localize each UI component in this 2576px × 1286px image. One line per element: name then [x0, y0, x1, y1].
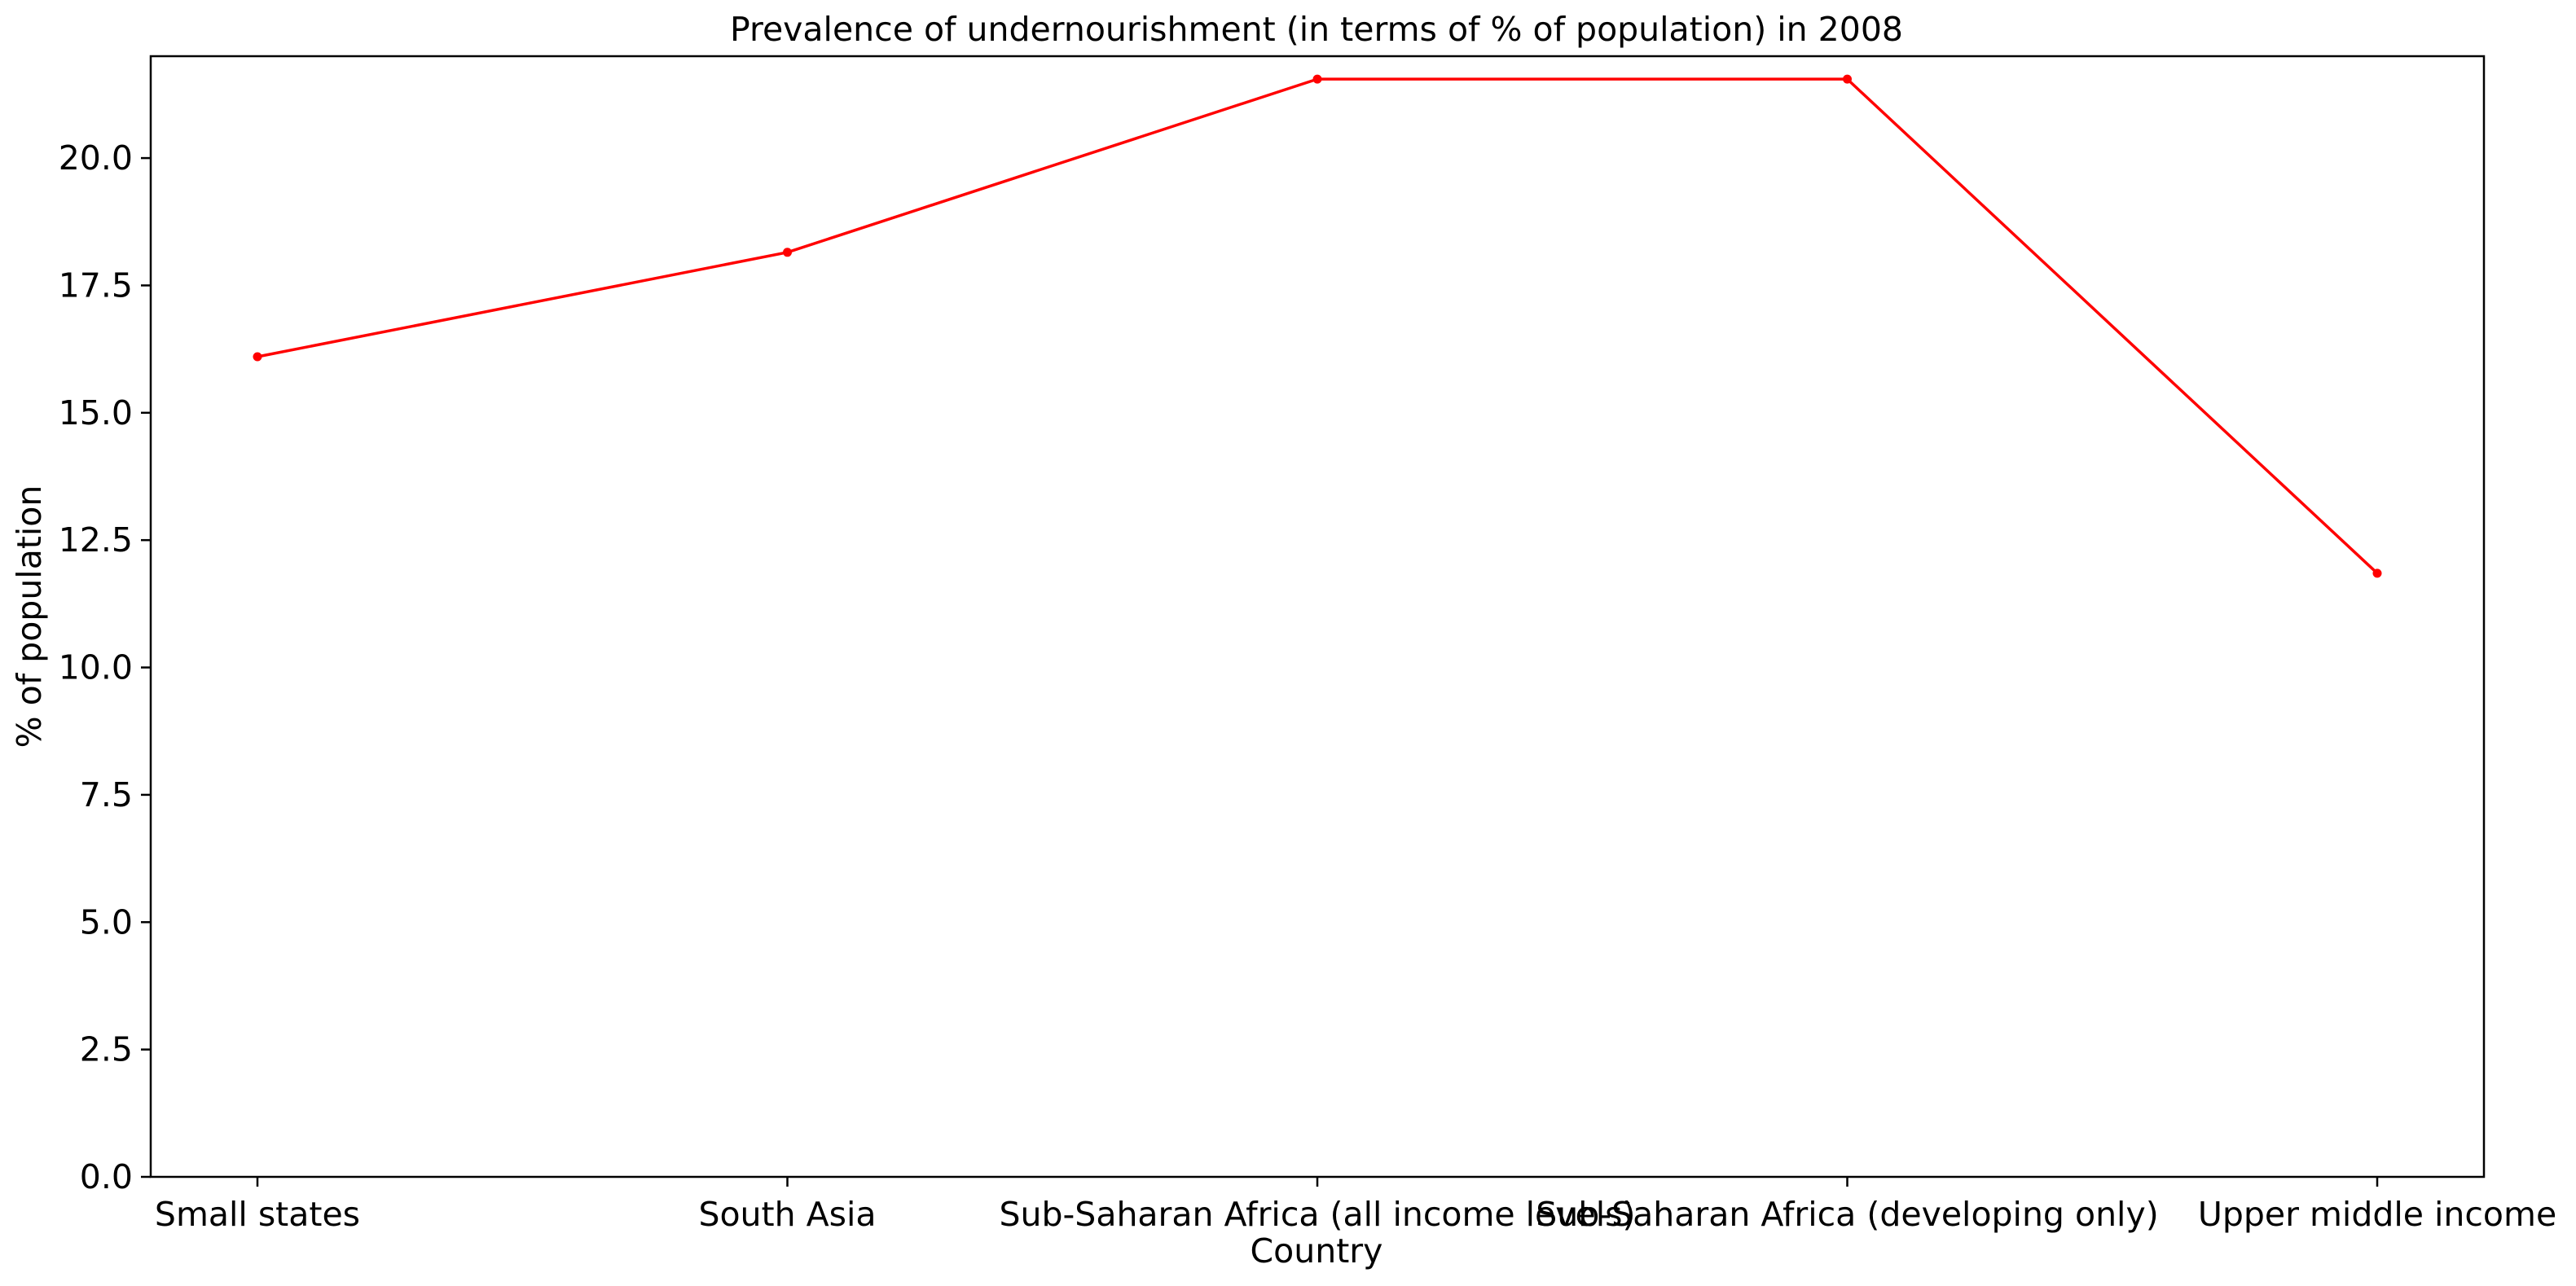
x-tick-label: Upper middle income	[2198, 1195, 2556, 1234]
x-axis: Small states South Asia Sub-Saharan Africa…	[155, 1177, 2556, 1234]
plot-area	[253, 74, 2382, 578]
chart-title: Prevalence of undernourishment (in terms…	[730, 10, 1903, 49]
y-tick-label: 7.5	[80, 775, 133, 814]
data-point	[1843, 74, 1852, 84]
y-tick-label: 12.5	[59, 520, 133, 560]
y-tick-label: 5.0	[80, 902, 133, 941]
y-axis: 0.0 2.5 5.0 7.5 10.0 12.5 15.0 17.5 20.0	[59, 138, 151, 1196]
data-point	[1312, 74, 1322, 84]
y-tick-label: 15.0	[59, 393, 133, 432]
data-point	[783, 248, 792, 257]
y-tick-label: 17.5	[59, 266, 133, 305]
x-tick-label: Sub-Saharan Africa (all income levels)	[999, 1195, 1635, 1234]
y-tick-label: 2.5	[80, 1030, 133, 1069]
y-tick-label: 10.0	[59, 648, 133, 687]
data-point	[2372, 568, 2382, 578]
x-tick-label: Small states	[155, 1195, 360, 1234]
x-tick-label: South Asia	[698, 1195, 876, 1234]
x-tick-label: Sub-Saharan Africa (developing only)	[1536, 1195, 2158, 1234]
data-point	[253, 352, 262, 362]
y-tick-label: 20.0	[59, 138, 133, 178]
x-axis-label: Country	[1251, 1231, 1383, 1271]
y-axis-label: % of population	[10, 485, 49, 748]
y-tick-label: 0.0	[80, 1157, 133, 1196]
